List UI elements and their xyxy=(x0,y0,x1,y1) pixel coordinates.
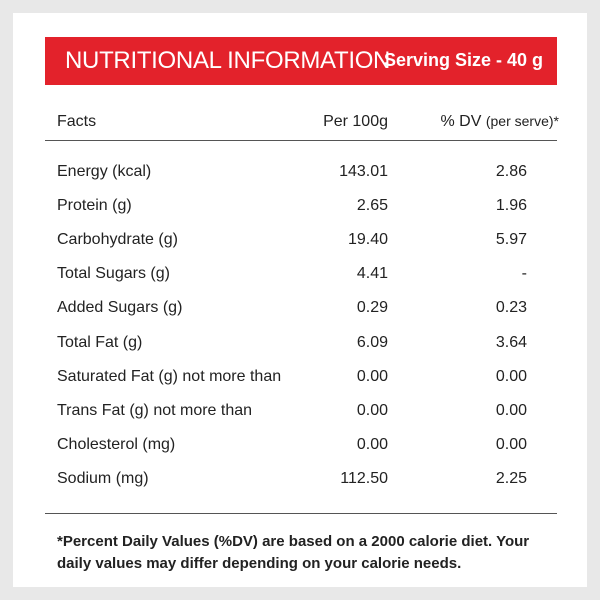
nutrient-name: Total Sugars (g) xyxy=(57,265,170,282)
nutrient-name: Trans Fat (g) not more than xyxy=(57,402,253,419)
nutrient-dv: 5.97 xyxy=(495,231,527,248)
nutrient-name: Cholesterol (mg) xyxy=(57,436,176,453)
nutrient-name: Protein (g) xyxy=(57,197,132,214)
header-dv-main: % DV xyxy=(440,113,482,130)
nutrient-per100: 112.50 xyxy=(340,470,388,487)
nutrient-per100: 0.00 xyxy=(356,402,388,419)
nutrient-per100: 4.41 xyxy=(356,265,388,282)
nutrient-per100: 0.29 xyxy=(356,299,388,316)
nutrient-per100: 143.01 xyxy=(339,163,388,180)
footnote: *Percent Daily Values (%DV) are based on… xyxy=(57,533,530,572)
title-banner: NUTRITIONAL INFORMATION Serving Size - 4… xyxy=(45,37,557,85)
nutrient-dv: 0.23 xyxy=(495,299,527,316)
nutrient-dv: 3.64 xyxy=(495,334,527,351)
header-dv: % DV (per serve)* xyxy=(441,113,560,131)
nutrient-dv: 1.96 xyxy=(495,197,527,214)
nutrient-name: Sodium (mg) xyxy=(57,470,149,487)
nutrient-dv: 0.00 xyxy=(495,368,527,385)
nutrient-name: Added Sugars (g) xyxy=(57,299,183,316)
nutrient-per100: 19.40 xyxy=(347,231,388,248)
header-dv-sub: (per serve)* xyxy=(485,113,559,129)
nutrient-name: Saturated Fat (g) not more than xyxy=(57,368,282,385)
header-divider xyxy=(45,140,557,141)
nutrient-per100: 2.65 xyxy=(356,197,388,214)
nutrient-name: Carbohydrate (g) xyxy=(57,231,178,248)
nutrient-name: Energy (kcal) xyxy=(57,163,152,180)
nutrition-card: NUTRITIONAL INFORMATION Serving Size - 4… xyxy=(13,13,587,587)
header-per100: Per 100g xyxy=(323,113,388,130)
nutrient-name: Total Fat (g) xyxy=(57,334,143,351)
header-facts: Facts xyxy=(57,113,97,130)
nutrient-dv: 0.00 xyxy=(495,436,527,453)
serving-size: Serving Size - 40 g xyxy=(383,50,543,70)
nutrient-per100: 0.00 xyxy=(356,368,388,385)
nutrient-dv: 0.00 xyxy=(495,402,527,419)
banner-title: NUTRITIONAL INFORMATION xyxy=(65,47,391,74)
nutrient-dv: 2.86 xyxy=(495,163,527,180)
nutrient-dv: 2.25 xyxy=(495,470,527,487)
nutrient-per100: 6.09 xyxy=(356,334,388,351)
nutrient-dv: - xyxy=(521,265,527,282)
footer-divider xyxy=(45,513,557,514)
nutrient-per100: 0.00 xyxy=(356,436,388,453)
